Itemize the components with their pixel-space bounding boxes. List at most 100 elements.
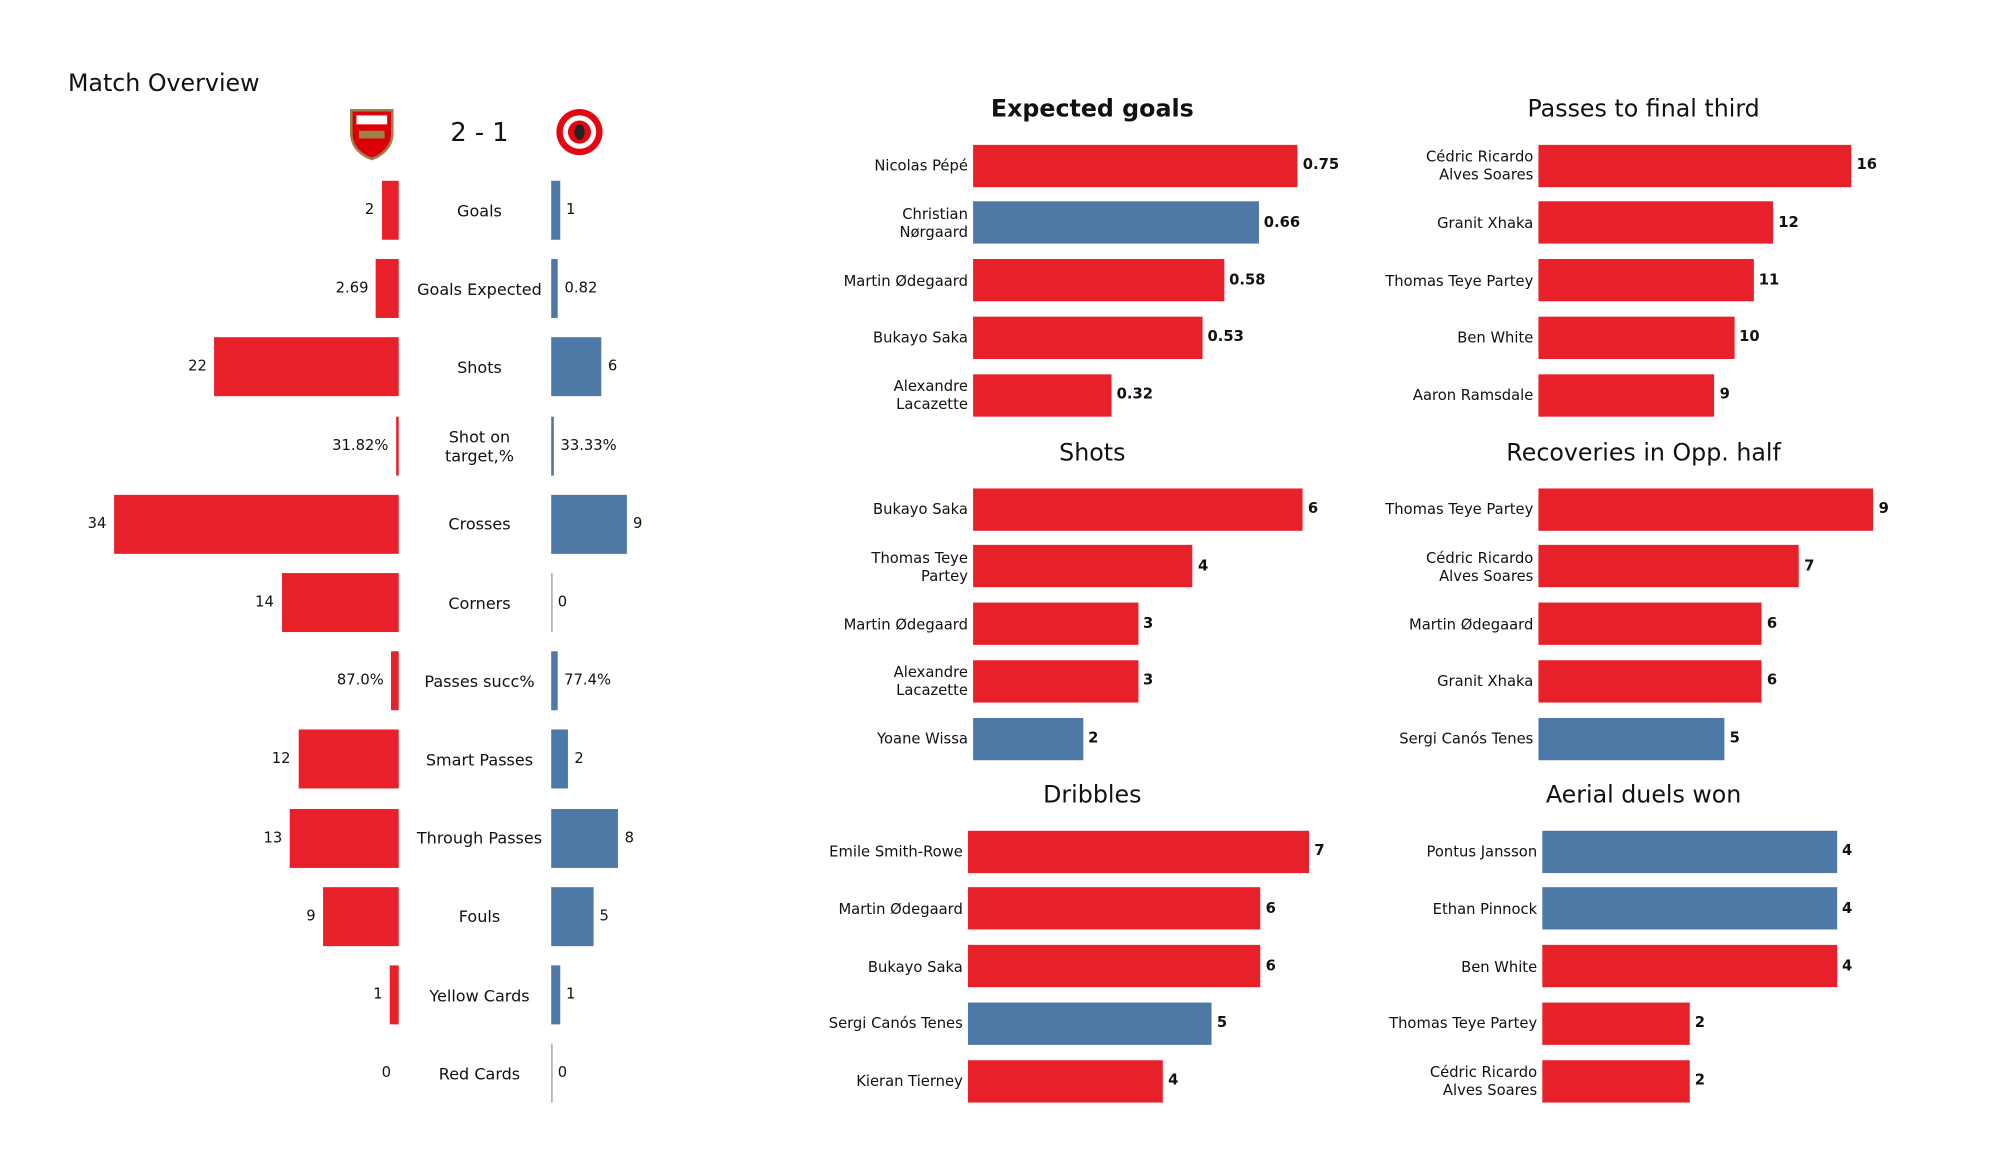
bar bbox=[1538, 602, 1762, 645]
player-name: Thomas Teye Partey bbox=[1385, 271, 1534, 290]
value-label: 10 bbox=[1739, 327, 1760, 346]
home-logo bbox=[349, 108, 394, 161]
value-label: 34 bbox=[87, 513, 107, 532]
value-label: 0 bbox=[381, 1063, 392, 1082]
stat-label: Red Cards bbox=[438, 1063, 521, 1083]
chart-title: Expected goals bbox=[990, 96, 1194, 124]
value-label: 5 bbox=[1729, 728, 1740, 747]
bar bbox=[1538, 259, 1754, 302]
away-logo bbox=[556, 108, 603, 156]
bar bbox=[281, 573, 399, 633]
axis-line bbox=[551, 1043, 553, 1103]
bar bbox=[214, 337, 399, 397]
player-name: Martin Ødegaard bbox=[1408, 614, 1534, 633]
value-label: 13 bbox=[263, 827, 283, 846]
bar bbox=[396, 416, 399, 476]
player-name: Martin Ødegaard bbox=[838, 899, 963, 918]
bar bbox=[551, 180, 560, 240]
bar bbox=[551, 259, 559, 319]
bar bbox=[1538, 373, 1715, 417]
score: 2 - 1 bbox=[450, 116, 509, 148]
bar bbox=[1538, 487, 1874, 531]
stat-label: Goals Expected bbox=[417, 279, 542, 299]
stat-label: Passes succ% bbox=[424, 671, 535, 691]
bar bbox=[967, 830, 1310, 873]
bar bbox=[973, 545, 1193, 588]
value-label: 7 bbox=[1804, 556, 1815, 575]
bar bbox=[1538, 201, 1774, 244]
bar bbox=[973, 144, 1298, 187]
bar bbox=[967, 944, 1261, 988]
value-label: 6 bbox=[1307, 498, 1319, 517]
stat-label: Yellow Cards bbox=[429, 985, 530, 1005]
bar bbox=[1542, 830, 1837, 873]
value-label: 31.82% bbox=[332, 435, 389, 454]
player-name: Ben White bbox=[1457, 328, 1534, 347]
value-label: 6 bbox=[1265, 955, 1276, 974]
value-label: 2 bbox=[364, 199, 375, 218]
bar bbox=[390, 965, 399, 1025]
value-label: 77.4% bbox=[564, 670, 612, 689]
bar bbox=[289, 808, 399, 868]
value-label: 6 bbox=[1766, 671, 1778, 689]
value-label: 4 bbox=[1842, 955, 1853, 974]
chart-title: Passes to final third bbox=[1527, 96, 1760, 124]
value-label: 1 bbox=[566, 199, 576, 218]
value-label: 12 bbox=[271, 749, 291, 768]
player-name: Bukayo Saka bbox=[867, 957, 963, 976]
stat-label: Crosses bbox=[448, 514, 511, 534]
player-name: Sergi Canós Tenes bbox=[828, 1014, 963, 1033]
bar bbox=[967, 1059, 1163, 1103]
player-name: Kieran Tierney bbox=[856, 1072, 963, 1090]
bar bbox=[1538, 316, 1735, 359]
bar bbox=[551, 651, 558, 711]
bar bbox=[1538, 144, 1852, 187]
value-label: 0.58 bbox=[1229, 269, 1266, 288]
player-name: Cédric Ricardo Alves Soares bbox=[1429, 1063, 1538, 1099]
value-label: 9 bbox=[1719, 384, 1730, 403]
player-name: Cédric Ricardo Alves Soares bbox=[1425, 548, 1534, 585]
value-label: 8 bbox=[624, 827, 635, 846]
value-label: 22 bbox=[188, 356, 207, 375]
value-label: 5 bbox=[1216, 1013, 1228, 1032]
value-label: 7 bbox=[1314, 841, 1325, 859]
player-name: Granit Xhaka bbox=[1437, 213, 1534, 232]
chart-title: Recoveries in Opp. half bbox=[1506, 439, 1781, 467]
bar bbox=[1538, 660, 1762, 703]
bar bbox=[1538, 545, 1799, 588]
bar bbox=[551, 729, 569, 789]
value-label: 1 bbox=[373, 984, 383, 1003]
chart-title: Dribbles bbox=[1043, 782, 1142, 809]
bar bbox=[376, 259, 399, 319]
player-name: Thomas Teye Partey bbox=[1385, 499, 1534, 518]
value-label: 16 bbox=[1856, 155, 1878, 174]
bar bbox=[967, 887, 1261, 930]
bar bbox=[323, 886, 399, 946]
stat-label: Shots bbox=[457, 357, 502, 377]
player-name: Bukayo Saka bbox=[873, 499, 968, 518]
value-label: 3 bbox=[1143, 613, 1154, 632]
bar bbox=[973, 259, 1225, 302]
player-name: Martin Ødegaard bbox=[843, 614, 968, 633]
value-label: 33.33% bbox=[560, 435, 617, 454]
bar bbox=[973, 660, 1138, 703]
bar bbox=[973, 316, 1203, 359]
player-name: Christian Nørgaard bbox=[899, 204, 968, 241]
bar bbox=[298, 729, 399, 789]
value-label: 1 bbox=[566, 984, 576, 1003]
chart-title: Match Overview bbox=[67, 70, 260, 98]
bar bbox=[1538, 717, 1725, 760]
bar bbox=[967, 1002, 1212, 1045]
value-label: 0.32 bbox=[1116, 384, 1154, 403]
player-name: Alexandre Lacazette bbox=[893, 377, 968, 414]
player-name: Ethan Pinnock bbox=[1432, 899, 1538, 918]
stat-label: Goals bbox=[457, 200, 502, 220]
bar bbox=[973, 602, 1138, 645]
value-label: 2 bbox=[1088, 728, 1099, 747]
bar bbox=[1542, 1002, 1690, 1045]
value-label: 4 bbox=[1842, 898, 1853, 917]
player-name: Martin Ødegaard bbox=[843, 271, 968, 290]
bar bbox=[551, 416, 555, 476]
